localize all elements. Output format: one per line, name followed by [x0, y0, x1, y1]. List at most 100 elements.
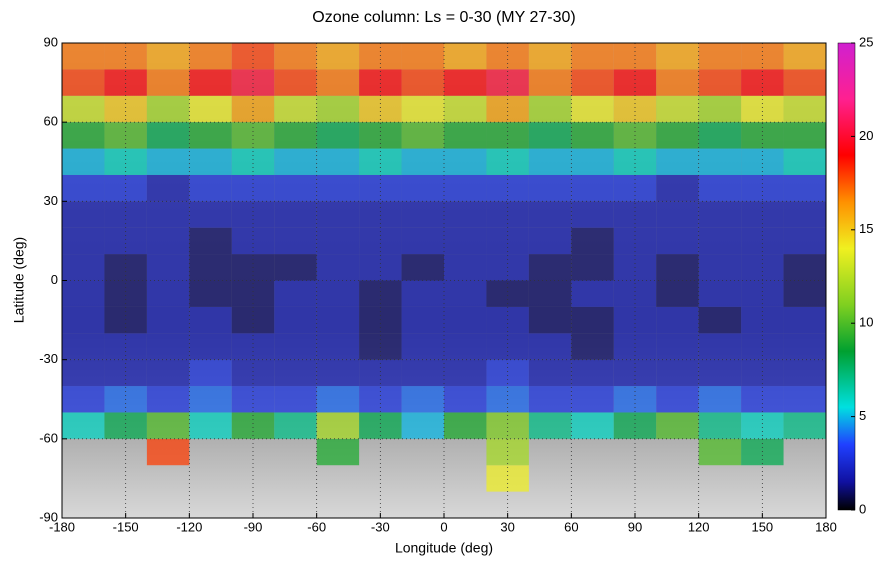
- cell: [528, 306, 572, 334]
- cell: [656, 95, 699, 123]
- cell: [146, 201, 190, 228]
- cell: [401, 412, 444, 439]
- cell: [274, 95, 317, 123]
- cell: [783, 306, 826, 334]
- cell: [401, 122, 444, 149]
- cell: [656, 227, 699, 255]
- cell: [528, 386, 572, 413]
- cell: [401, 254, 444, 281]
- y-tick-label: -90: [39, 509, 58, 524]
- cell: [401, 43, 444, 70]
- cell: [274, 174, 317, 202]
- cell: [231, 95, 275, 123]
- x-tick-label: -30: [371, 519, 390, 534]
- cell: [698, 95, 742, 123]
- cell: [62, 148, 105, 175]
- cell: [146, 227, 190, 255]
- cell: [316, 69, 360, 96]
- cell: [189, 227, 232, 255]
- cell: [571, 69, 614, 96]
- cell: [571, 227, 614, 255]
- cell: [231, 359, 275, 387]
- cell: [698, 201, 742, 228]
- cell: [698, 412, 742, 439]
- cell: [189, 306, 232, 334]
- cell: [656, 333, 699, 360]
- cell: [104, 412, 147, 439]
- cell: [613, 174, 657, 202]
- cell: [571, 280, 614, 307]
- cell: [613, 227, 657, 255]
- cell: [316, 254, 360, 281]
- cell: [146, 412, 190, 439]
- cell: [656, 306, 699, 334]
- cell: [528, 148, 572, 175]
- cell: [444, 201, 487, 228]
- cell: [316, 412, 360, 439]
- x-tick-label: -60: [307, 519, 326, 534]
- cell: [486, 148, 529, 175]
- cell: [189, 95, 232, 123]
- cell: [146, 43, 190, 70]
- cell: [104, 174, 147, 202]
- cell: [528, 412, 572, 439]
- cell: [62, 227, 105, 255]
- y-tick-label: 30: [44, 193, 58, 208]
- cell: [783, 69, 826, 96]
- cell: [359, 43, 402, 70]
- cell: [316, 386, 360, 413]
- cell: [571, 43, 614, 70]
- cell: [274, 333, 317, 360]
- cell: [189, 148, 232, 175]
- cell: [528, 201, 572, 228]
- cell: [783, 227, 826, 255]
- cell: [401, 386, 444, 413]
- cell: [613, 95, 657, 123]
- cell: [698, 438, 742, 466]
- x-tick-label: -150: [113, 519, 139, 534]
- cell: [444, 69, 487, 96]
- cell: [104, 306, 147, 334]
- cell: [571, 148, 614, 175]
- cell: [613, 359, 657, 387]
- cell: [62, 201, 105, 228]
- cell: [741, 306, 784, 334]
- cell: [444, 254, 487, 281]
- cell: [401, 227, 444, 255]
- cell: [62, 43, 105, 70]
- cell: [656, 359, 699, 387]
- cell: [274, 43, 317, 70]
- cell: [231, 280, 275, 307]
- cell: [62, 412, 105, 439]
- cell: [146, 280, 190, 307]
- cell: [104, 227, 147, 255]
- cell: [613, 148, 657, 175]
- cell: [444, 174, 487, 202]
- cell: [486, 306, 529, 334]
- cell: [528, 95, 572, 123]
- cell: [444, 95, 487, 123]
- cell: [528, 174, 572, 202]
- cell: [316, 201, 360, 228]
- cell: [656, 174, 699, 202]
- cell: [571, 122, 614, 149]
- cell: [401, 333, 444, 360]
- cell: [444, 148, 487, 175]
- cell: [359, 280, 402, 307]
- cell: [741, 227, 784, 255]
- cell: [656, 412, 699, 439]
- cell: [104, 95, 147, 123]
- cell: [741, 95, 784, 123]
- cell: [359, 148, 402, 175]
- x-tick-label: 60: [564, 519, 578, 534]
- cell: [401, 69, 444, 96]
- cell: [571, 201, 614, 228]
- cell: [783, 174, 826, 202]
- cell: [104, 280, 147, 307]
- x-axis-label: Longitude (deg): [395, 540, 493, 556]
- cell: [444, 43, 487, 70]
- cell: [401, 95, 444, 123]
- cell: [401, 148, 444, 175]
